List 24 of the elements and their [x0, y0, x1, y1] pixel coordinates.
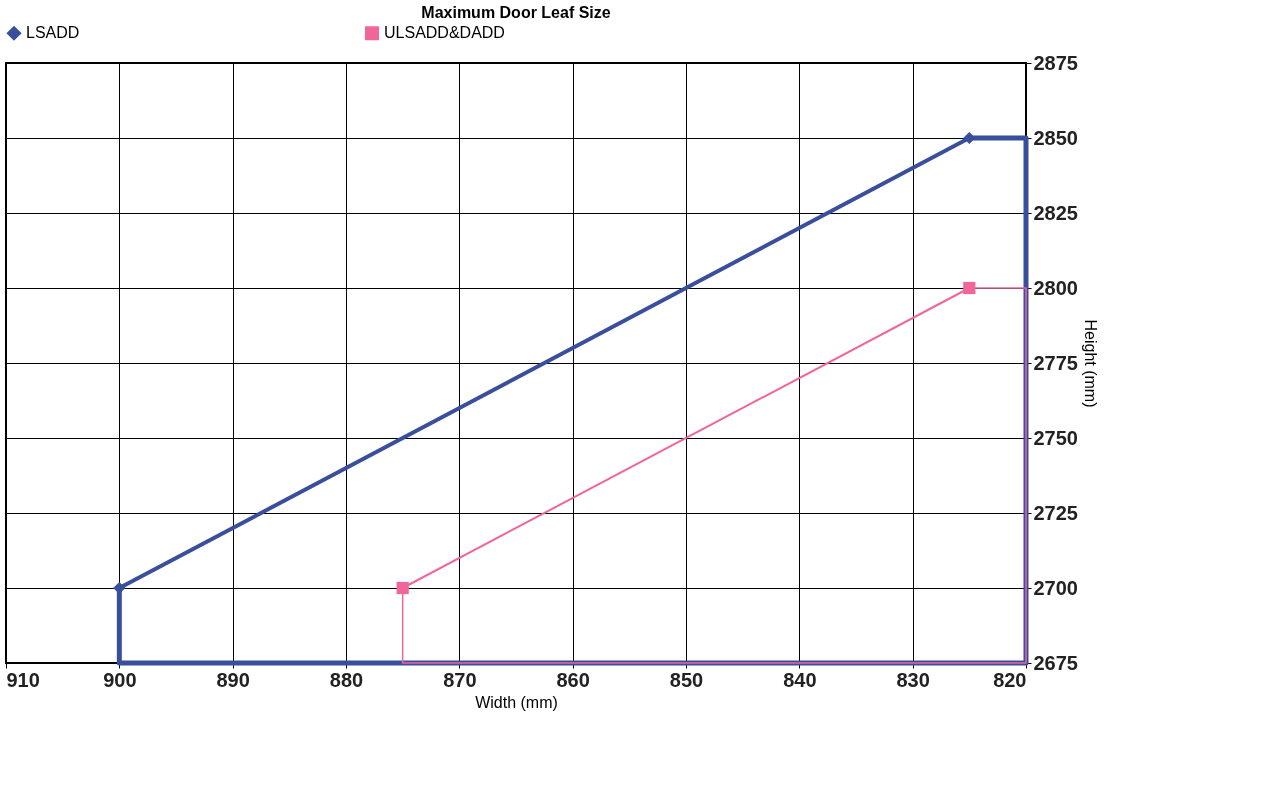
- chart-title: Maximum Door Leaf Size: [421, 4, 611, 21]
- y-tick-label: 2675: [1033, 651, 1078, 674]
- y-tick-label: 2750: [1033, 426, 1078, 449]
- y-tick-label: 2725: [1033, 501, 1078, 524]
- x-tick-label: 900: [103, 668, 137, 691]
- legend-label: LSADD: [26, 24, 80, 42]
- legend-label: ULSADD&DADD: [384, 24, 505, 42]
- x-tick-label: 850: [669, 668, 704, 691]
- x-tick-label: 910: [6, 668, 40, 691]
- y-tick-label: 2775: [1033, 351, 1078, 374]
- y-axis-title: Height (mm): [1081, 319, 1099, 408]
- y-tick-label: 2800: [1033, 276, 1078, 299]
- x-tick-label: 840: [783, 668, 817, 691]
- x-axis-title: Width (mm): [475, 693, 558, 711]
- y-tick-label: 2700: [1033, 576, 1078, 599]
- x-tick-label: 870: [443, 668, 477, 691]
- y-tick-label: 2825: [1033, 201, 1078, 224]
- x-tick-label: 830: [896, 668, 930, 691]
- x-tick-label: 820: [993, 668, 1027, 691]
- y-tick-label: 2875: [1033, 51, 1078, 74]
- x-tick-label: 860: [556, 668, 590, 691]
- x-tick-label: 880: [329, 668, 364, 691]
- x-tick-label: 890: [216, 668, 250, 691]
- y-tick-label: 2850: [1033, 126, 1078, 149]
